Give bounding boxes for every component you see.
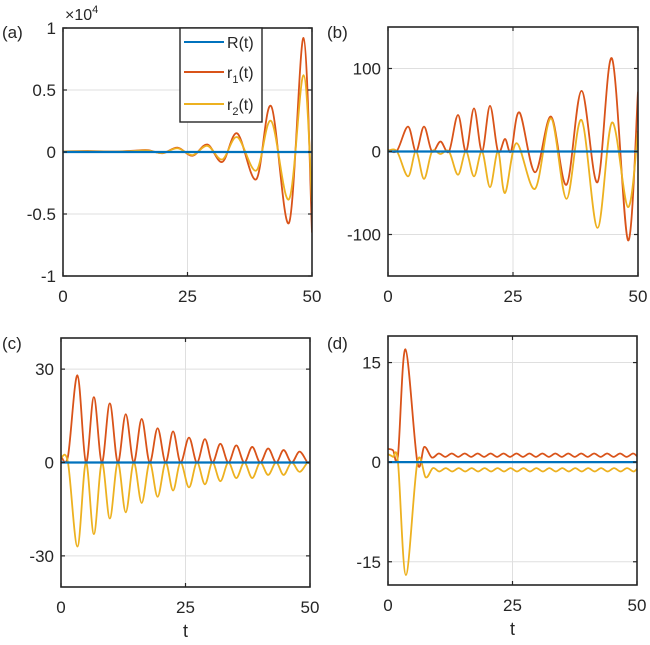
y-tick-label: 0 <box>372 143 381 162</box>
legend-label-r2: r2(t) <box>227 97 254 118</box>
y-tick-label: 100 <box>353 60 381 79</box>
x-tick-label: 0 <box>56 598 65 617</box>
x-tick-label: 25 <box>176 598 195 617</box>
series-group <box>388 57 638 242</box>
panel-label: (a) <box>2 23 23 42</box>
x-axis-label: t <box>183 621 188 641</box>
series-line-r1 <box>61 374 310 464</box>
y-tick-label: 15 <box>362 354 381 373</box>
legend: R(t) r1(t) r2(t) <box>179 27 263 123</box>
panel-a: 0 25 50 -1 -0.5 0 0.5 1 (a) ×104 <box>2 4 321 306</box>
panel-b: 0 25 50 -100 0 100 (b) <box>327 23 647 306</box>
x-tick-label: 25 <box>503 596 522 615</box>
panel-label: (c) <box>2 334 22 353</box>
x-axis-label: t <box>510 619 515 639</box>
y-multiplier: ×104 <box>65 4 98 24</box>
y-tick-label: -100 <box>347 226 381 245</box>
panel-c: 0 25 50 -30 0 30 (c) t <box>2 334 319 641</box>
y-tick-label: -1 <box>41 267 56 286</box>
x-tick-label: 50 <box>301 598 320 617</box>
x-tick-label: 0 <box>58 287 67 306</box>
y-tick-label: -0.5 <box>27 205 56 224</box>
panel-label: (d) <box>327 334 348 353</box>
y-tick-label: -30 <box>29 547 54 566</box>
y-multiplier-exponent: 4 <box>92 4 98 16</box>
series-line-r2 <box>388 451 637 576</box>
x-tick-label: 50 <box>629 287 648 306</box>
series-group <box>63 37 312 233</box>
series-group <box>61 374 310 548</box>
panel-label: (b) <box>327 23 348 42</box>
y-tick-label: 30 <box>35 360 54 379</box>
series-line-r2 <box>388 117 638 229</box>
y-tick-label: 0 <box>47 143 56 162</box>
series-line-r2 <box>61 453 310 548</box>
y-tick-label: 0 <box>45 454 54 473</box>
x-tick-label: 0 <box>383 596 392 615</box>
panel-d: 0 25 50 -15 0 15 (d) t <box>327 334 646 639</box>
y-tick-label: 0.5 <box>32 81 56 100</box>
legend-label-R: R(t) <box>227 35 254 52</box>
series-group <box>388 348 637 576</box>
x-tick-label: 50 <box>303 287 322 306</box>
y-tick-label: 0 <box>372 453 381 472</box>
y-tick-label: -15 <box>356 553 381 572</box>
x-tick-label: 25 <box>178 287 197 306</box>
x-tick-label: 0 <box>383 287 392 306</box>
y-tick-label: 1 <box>47 19 56 38</box>
x-tick-label: 50 <box>628 596 647 615</box>
series-line-r1 <box>388 348 637 468</box>
x-tick-label: 25 <box>504 287 523 306</box>
legend-box <box>179 27 263 123</box>
legend-label-r1: r1(t) <box>227 65 254 86</box>
